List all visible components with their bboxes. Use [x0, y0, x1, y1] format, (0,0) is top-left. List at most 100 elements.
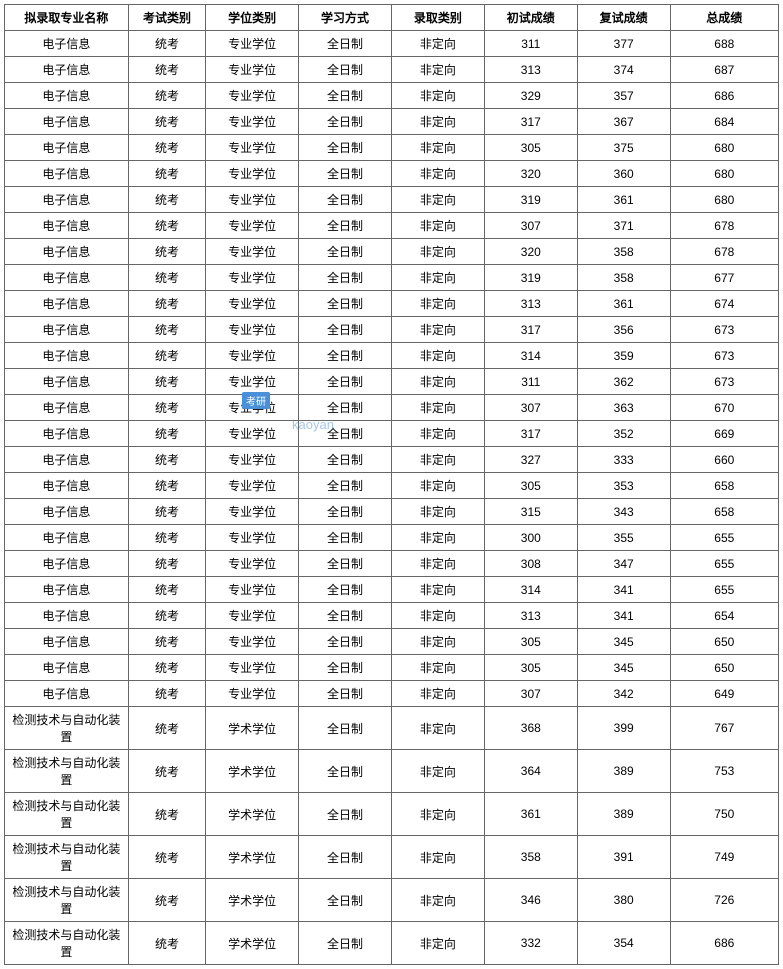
table-cell: 统考 [128, 265, 205, 291]
table-cell: 统考 [128, 161, 205, 187]
table-cell: 统考 [128, 793, 205, 836]
table-cell: 655 [670, 551, 778, 577]
table-cell: 全日制 [299, 135, 392, 161]
table-cell: 统考 [128, 836, 205, 879]
table-cell: 专业学位 [206, 395, 299, 421]
table-row: 电子信息统考专业学位全日制非定向308347655 [5, 551, 779, 577]
table-cell: 非定向 [391, 187, 484, 213]
table-cell: 专业学位 [206, 109, 299, 135]
table-cell: 726 [670, 879, 778, 922]
table-cell: 检测技术与自动化装置 [5, 922, 129, 965]
table-cell: 313 [484, 57, 577, 83]
table-cell: 658 [670, 473, 778, 499]
table-cell: 电子信息 [5, 421, 129, 447]
table-cell: 非定向 [391, 421, 484, 447]
table-row: 检测技术与自动化装置统考学术学位全日制非定向361389750 [5, 793, 779, 836]
table-cell: 686 [670, 922, 778, 965]
table-row: 电子信息统考专业学位全日制非定向317356673 [5, 317, 779, 343]
table-cell: 全日制 [299, 473, 392, 499]
table-cell: 电子信息 [5, 135, 129, 161]
table-cell: 332 [484, 922, 577, 965]
table-cell: 677 [670, 265, 778, 291]
table-cell: 374 [577, 57, 670, 83]
table-cell: 全日制 [299, 707, 392, 750]
table-cell: 391 [577, 836, 670, 879]
table-cell: 非定向 [391, 922, 484, 965]
table-cell: 317 [484, 421, 577, 447]
table-cell: 全日制 [299, 551, 392, 577]
table-cell: 学术学位 [206, 922, 299, 965]
table-row: 检测技术与自动化装置统考学术学位全日制非定向364389753 [5, 750, 779, 793]
table-cell: 355 [577, 525, 670, 551]
table-row: 电子信息统考专业学位全日制非定向300355655 [5, 525, 779, 551]
table-cell: 专业学位 [206, 655, 299, 681]
table-cell: 电子信息 [5, 369, 129, 395]
table-cell: 314 [484, 343, 577, 369]
table-cell: 非定向 [391, 369, 484, 395]
table-cell: 非定向 [391, 473, 484, 499]
table-row: 电子信息统考专业学位全日制非定向305375680 [5, 135, 779, 161]
table-cell: 专业学位 [206, 161, 299, 187]
table-cell: 统考 [128, 57, 205, 83]
table-cell: 319 [484, 187, 577, 213]
table-cell: 358 [577, 265, 670, 291]
col-header-degree: 学位类别 [206, 5, 299, 31]
table-cell: 统考 [128, 83, 205, 109]
table-cell: 358 [577, 239, 670, 265]
table-cell: 统考 [128, 551, 205, 577]
table-cell: 专业学位 [206, 447, 299, 473]
col-header-score1: 初试成绩 [484, 5, 577, 31]
table-row: 检测技术与自动化装置统考学术学位全日制非定向346380726 [5, 879, 779, 922]
table-cell: 364 [484, 750, 577, 793]
table-row: 电子信息统考专业学位全日制非定向313341654 [5, 603, 779, 629]
table-cell: 非定向 [391, 750, 484, 793]
table-container: 拟录取专业名称 考试类别 学位类别 学习方式 录取类别 初试成绩 复试成绩 总成… [4, 4, 779, 965]
table-cell: 电子信息 [5, 213, 129, 239]
table-cell: 专业学位 [206, 265, 299, 291]
table-cell: 非定向 [391, 265, 484, 291]
table-cell: 367 [577, 109, 670, 135]
table-cell: 学术学位 [206, 793, 299, 836]
table-cell: 354 [577, 922, 670, 965]
table-row: 电子信息统考专业学位全日制非定向305345650 [5, 629, 779, 655]
table-cell: 全日制 [299, 629, 392, 655]
table-cell: 680 [670, 135, 778, 161]
table-cell: 专业学位 [206, 421, 299, 447]
table-cell: 检测技术与自动化装置 [5, 750, 129, 793]
table-cell: 389 [577, 793, 670, 836]
table-row: 电子信息统考专业学位全日制非定向307342649 [5, 681, 779, 707]
table-cell: 非定向 [391, 213, 484, 239]
table-row: 电子信息统考专业学位全日制非定向313374687 [5, 57, 779, 83]
table-cell: 352 [577, 421, 670, 447]
table-cell: 全日制 [299, 161, 392, 187]
table-cell: 非定向 [391, 681, 484, 707]
table-cell: 专业学位 [206, 187, 299, 213]
table-cell: 非定向 [391, 57, 484, 83]
table-cell: 学术学位 [206, 879, 299, 922]
table-row: 电子信息统考专业学位全日制非定向319358677 [5, 265, 779, 291]
table-row: 电子信息统考专业学位全日制非定向307371678 [5, 213, 779, 239]
table-cell: 363 [577, 395, 670, 421]
table-cell: 统考 [128, 879, 205, 922]
table-cell: 检测技术与自动化装置 [5, 879, 129, 922]
table-cell: 统考 [128, 239, 205, 265]
table-cell: 361 [484, 793, 577, 836]
table-cell: 308 [484, 551, 577, 577]
table-row: 电子信息统考专业学位全日制非定向305353658 [5, 473, 779, 499]
table-cell: 学术学位 [206, 750, 299, 793]
table-cell: 353 [577, 473, 670, 499]
table-cell: 347 [577, 551, 670, 577]
table-cell: 统考 [128, 421, 205, 447]
table-cell: 307 [484, 395, 577, 421]
table-cell: 专业学位 [206, 31, 299, 57]
table-cell: 电子信息 [5, 317, 129, 343]
table-row: 电子信息统考专业学位全日制非定向327333660 [5, 447, 779, 473]
table-cell: 669 [670, 421, 778, 447]
col-header-study: 学习方式 [299, 5, 392, 31]
table-row: 电子信息统考专业学位全日制非定向305345650 [5, 655, 779, 681]
table-cell: 统考 [128, 922, 205, 965]
table-cell: 非定向 [391, 83, 484, 109]
table-cell: 专业学位 [206, 213, 299, 239]
table-cell: 专业学位 [206, 369, 299, 395]
table-cell: 357 [577, 83, 670, 109]
